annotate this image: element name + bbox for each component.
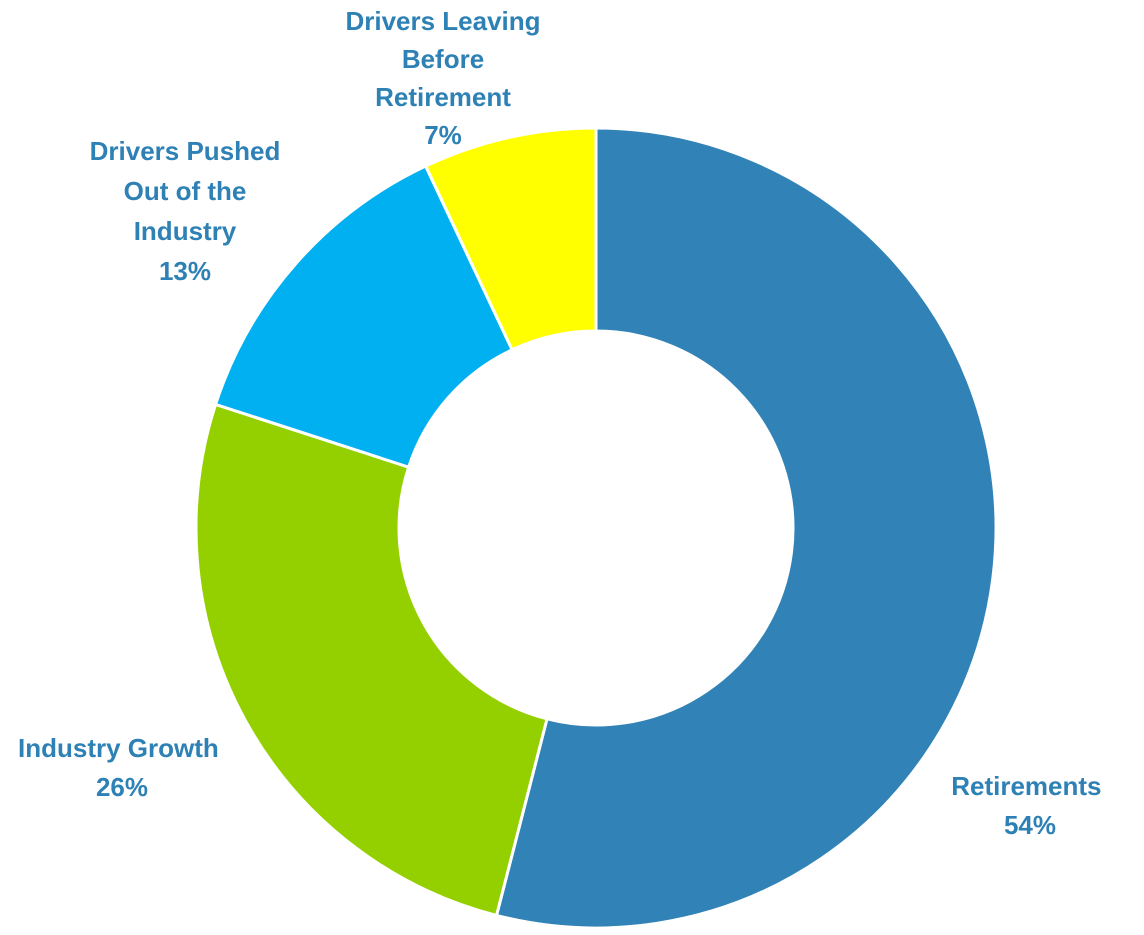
slice-retirements bbox=[494, 126, 998, 930]
slice-drivers-pushed-out-of-the-industry bbox=[213, 164, 515, 470]
slice-label-drivers-leaving: Drivers Leaving Before Retirement 7% bbox=[345, 6, 540, 150]
slice-label-drivers-leaving-line-1: Drivers Leaving bbox=[345, 6, 540, 36]
slice-drivers-leaving-before-retirement bbox=[423, 126, 598, 352]
slice-label-drivers-leaving-line-3: Retirement bbox=[375, 82, 511, 112]
slice-label-drivers-leaving-value: 7% bbox=[424, 120, 462, 150]
slice-label-industry-growth-value: 26% bbox=[96, 772, 148, 802]
slices-group bbox=[194, 126, 998, 930]
slice-label-drivers-leaving-line-2: Before bbox=[402, 44, 484, 74]
labels-group: Retirements 54% Industry Growth 26% Driv… bbox=[18, 6, 1109, 840]
slice-label-drivers-pushed-out-line-1: Drivers Pushed bbox=[90, 136, 281, 166]
slice-label-retirements-name: Retirements bbox=[951, 771, 1101, 801]
slice-label-industry-growth-name: Industry Growth bbox=[18, 733, 219, 763]
slice-label-drivers-pushed-out-value: 13% bbox=[159, 256, 211, 286]
slice-label-drivers-pushed-out-line-2: Out of the bbox=[124, 176, 247, 206]
slice-label-industry-growth: Industry Growth 26% bbox=[18, 733, 226, 802]
slice-industry-growth bbox=[194, 402, 549, 918]
slice-label-drivers-pushed-out: Drivers Pushed Out of the Industry 13% bbox=[90, 136, 281, 286]
slice-label-retirements-value: 54% bbox=[1004, 810, 1056, 840]
slice-label-drivers-pushed-out-line-3: Industry bbox=[134, 216, 237, 246]
slice-label-retirements: Retirements 54% bbox=[951, 771, 1109, 840]
